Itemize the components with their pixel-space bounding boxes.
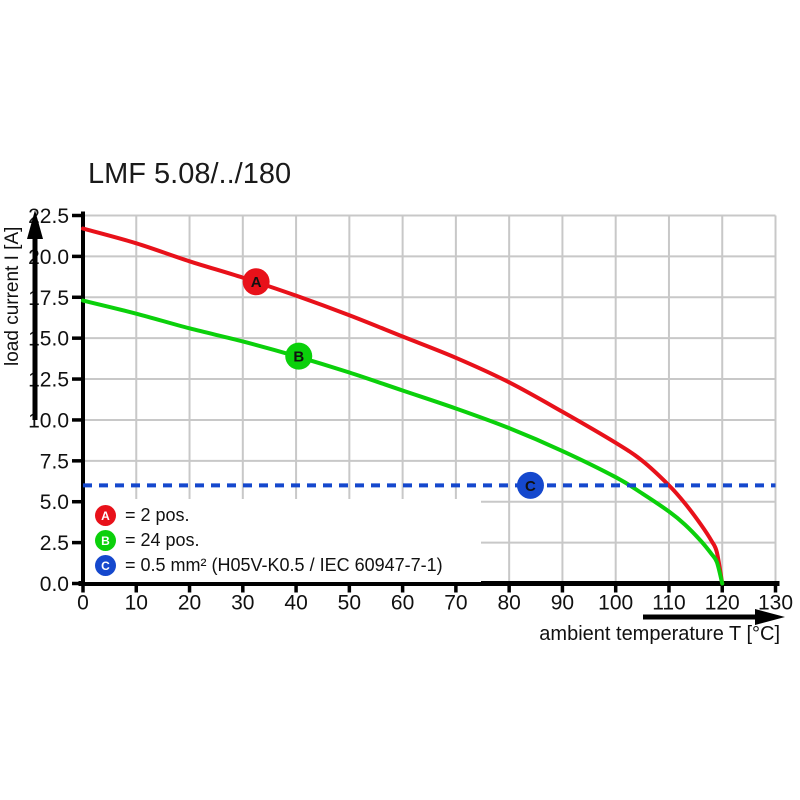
x-axis-arrow-head-icon bbox=[755, 609, 785, 625]
legend-marker-c-icon: C bbox=[95, 555, 116, 576]
series-B-curve bbox=[81, 298, 725, 586]
series-A-marker-icon bbox=[242, 268, 270, 296]
x-tick-label: 50 bbox=[338, 592, 361, 615]
series-C-marker-label: C bbox=[525, 478, 536, 495]
legend-item-a: A = 2 pos. bbox=[95, 503, 477, 528]
y-tick-label: 2.5 bbox=[40, 532, 69, 555]
legend: A = 2 pos. B = 24 pos. C = 0.5 mm² (H05V… bbox=[85, 499, 481, 582]
y-tick-label: 7.5 bbox=[40, 450, 69, 473]
x-tick-label: 80 bbox=[497, 592, 520, 615]
y-tick-label: 17.5 bbox=[28, 287, 69, 310]
legend-item-c: C = 0.5 mm² (H05V-K0.5 / IEC 60947-7-1) bbox=[95, 553, 477, 578]
legend-item-b: B = 24 pos. bbox=[95, 528, 477, 553]
legend-label-c: = 0.5 mm² (H05V-K0.5 / IEC 60947-7-1) bbox=[125, 555, 443, 575]
series-A-marker-label: A bbox=[251, 274, 262, 291]
x-tick-label: 70 bbox=[444, 592, 467, 615]
x-tick-label: 30 bbox=[231, 592, 254, 615]
y-axis-arrow-head-icon bbox=[27, 210, 43, 239]
y-axis-title: load current I [A] bbox=[2, 226, 23, 366]
series-A-curve bbox=[81, 226, 725, 586]
x-tick-label: 130 bbox=[758, 592, 793, 615]
x-tick-label: 90 bbox=[551, 592, 574, 615]
series-B-marker-label: B bbox=[293, 349, 304, 366]
x-tick-label: 120 bbox=[705, 592, 740, 615]
y-tick-label: 10.0 bbox=[28, 409, 69, 432]
legend-marker-a-icon: A bbox=[95, 505, 116, 526]
legend-label-a: = 2 pos. bbox=[125, 505, 190, 525]
legend-marker-b-icon: B bbox=[95, 530, 116, 551]
x-tick-label: 10 bbox=[125, 592, 148, 615]
x-axis-title: ambient temperature T [°C] bbox=[539, 623, 780, 645]
chart-title: LMF 5.08/../180 bbox=[88, 158, 292, 190]
y-tick-label: 15.0 bbox=[28, 328, 69, 351]
series-B-marker-icon bbox=[285, 342, 313, 370]
y-tick-label: 20.0 bbox=[28, 246, 69, 269]
x-tick-label: 40 bbox=[284, 592, 307, 615]
y-tick-label: 12.5 bbox=[28, 369, 69, 392]
x-tick-label: 0 bbox=[77, 592, 89, 615]
x-tick-label: 100 bbox=[598, 592, 633, 615]
y-tick-label: 0.0 bbox=[40, 573, 69, 596]
y-tick-label: 5.0 bbox=[40, 491, 69, 514]
legend-label-b: = 24 pos. bbox=[125, 530, 200, 550]
x-tick-label: 110 bbox=[652, 592, 685, 615]
x-tick-label: 20 bbox=[178, 592, 201, 615]
series-C-marker-icon bbox=[516, 471, 544, 499]
x-tick-label: 60 bbox=[391, 592, 414, 615]
